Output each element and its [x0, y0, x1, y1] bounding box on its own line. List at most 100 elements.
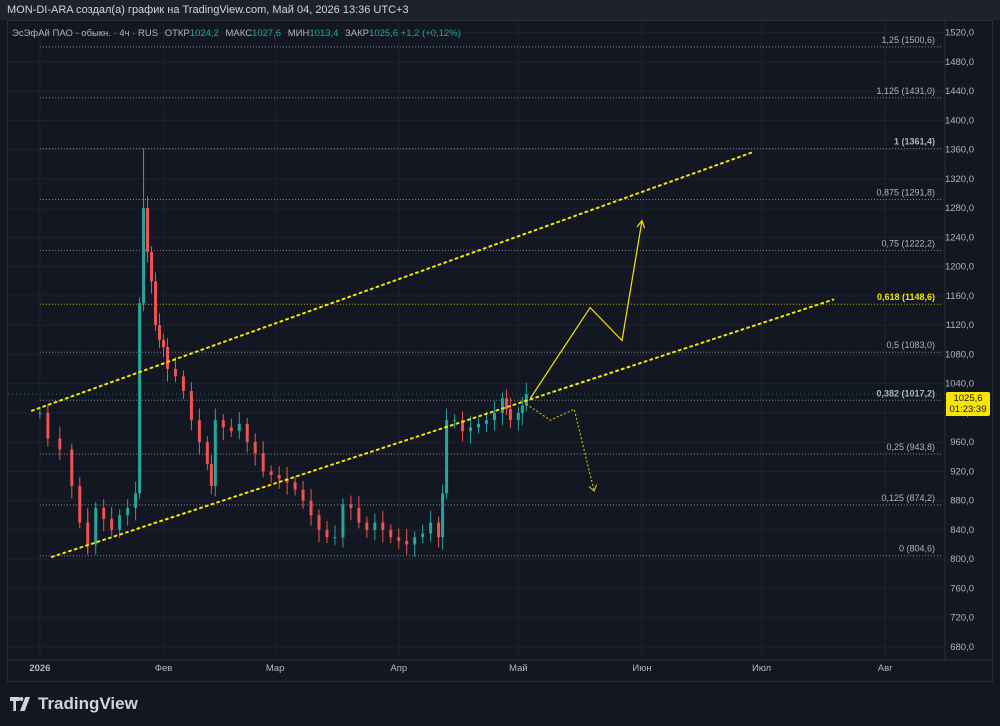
logo-text: TradingView	[38, 694, 138, 713]
candle-body	[441, 493, 445, 538]
attribution-text: MON-DI-ARA создал(а) график на TradingVi…	[7, 4, 409, 16]
candle-body	[373, 522, 377, 530]
fib-level-label: 0,25 (943,8)	[886, 442, 935, 452]
candle-body	[94, 507, 98, 545]
candle-body	[405, 540, 409, 545]
candle-body	[293, 482, 297, 490]
candle-body	[253, 442, 257, 454]
y-tick-label: 960,0	[950, 437, 974, 448]
candle-body	[413, 537, 417, 545]
candle-body	[445, 420, 449, 494]
candle-body	[516, 412, 520, 421]
y-tick-label: 1040,0	[945, 379, 974, 390]
x-tick-label: Мар	[266, 663, 285, 674]
change-value: +1,2 (+0,12%)	[400, 28, 461, 39]
candle-body	[213, 420, 217, 486]
chart-panel[interactable]	[7, 20, 993, 682]
candle-body	[165, 347, 169, 370]
candle-body	[341, 504, 345, 538]
y-tick-label: 1120,0	[946, 320, 974, 331]
high-value: 1027,6	[252, 28, 282, 39]
fib-level-label: 1,125 (1431,0)	[876, 86, 935, 96]
candle-body	[461, 420, 465, 432]
ohlc-legend: ЭсЭфАй ПАО - обыкн. · 4ч · RUS ОТКР1024,…	[12, 28, 461, 39]
fib-level-label: 0,75 (1222,2)	[881, 238, 935, 248]
low-label: МИН	[287, 28, 310, 39]
candle-body	[269, 471, 273, 476]
y-tick-label: 1320,0	[945, 174, 974, 185]
candle-body	[181, 376, 185, 391]
tradingview-logo[interactable]: TradingView	[10, 694, 138, 714]
fib-level-label: 0,875 (1291,8)	[876, 188, 935, 198]
candle-body	[309, 500, 313, 516]
chart-attribution-header: MON-DI-ARA создал(а) график на TradingVi…	[0, 0, 1000, 20]
fib-level-label: 0,382 (1017,2)	[876, 388, 935, 398]
candle-body	[484, 420, 488, 424]
candle-body	[209, 464, 213, 486]
fib-level-label: 0,125 (874,2)	[881, 493, 935, 503]
fib-level-label: 1 (1361,4)	[894, 137, 935, 147]
y-tick-label: 1480,0	[945, 57, 974, 68]
x-tick-label: Апр	[390, 663, 407, 674]
candle-body	[333, 537, 337, 539]
y-tick-label: 1200,0	[945, 262, 974, 273]
candle-body	[500, 398, 504, 413]
candle-body	[504, 398, 508, 410]
candle-body	[397, 537, 401, 541]
candle-body	[317, 515, 321, 530]
candle-body	[162, 339, 166, 348]
close-label: ЗАКР	[345, 28, 369, 39]
y-tick-label: 720,0	[950, 613, 974, 624]
bearish-scenario-path	[526, 403, 595, 492]
x-tick-label: Июн	[632, 663, 651, 674]
low-value: 1013,4	[309, 28, 339, 39]
y-tick-label: 1360,0	[945, 145, 974, 156]
candle-body	[78, 485, 82, 523]
candle-body	[429, 522, 433, 534]
y-tick-label: 1440,0	[945, 86, 974, 97]
candle-body	[38, 412, 42, 414]
candle-body	[110, 518, 114, 530]
bearish-arrowhead	[588, 484, 598, 493]
y-tick-label: 1240,0	[945, 232, 974, 243]
candle-body	[508, 409, 512, 421]
candle-body	[357, 507, 361, 523]
bullish-arrowhead	[636, 219, 646, 229]
candle-body	[520, 405, 524, 413]
candle-body	[158, 325, 162, 340]
tradingview-logo-icon	[10, 697, 30, 711]
candle-body	[381, 522, 385, 530]
candle-body	[197, 420, 201, 443]
x-tick-label: Июл	[752, 663, 771, 674]
channel-lower-line	[50, 298, 835, 558]
candle-body	[469, 427, 473, 432]
candle-body	[58, 438, 62, 450]
y-tick-label: 1160,0	[946, 291, 974, 302]
candle-body	[437, 522, 441, 538]
x-tick-label: Фев	[155, 663, 173, 674]
candle-body	[389, 529, 393, 538]
y-tick-label: 920,0	[950, 466, 974, 477]
y-tick-label: 880,0	[950, 496, 974, 507]
candle-body	[46, 412, 50, 439]
candle-body	[102, 507, 106, 519]
y-tick-label: 1400,0	[945, 115, 974, 126]
bar-countdown: 01:23:39	[949, 404, 987, 415]
candle-body	[173, 369, 177, 377]
symbol-name: ЭсЭфАй ПАО - обыкн. · 4ч · RUS	[12, 28, 159, 39]
candle-body	[476, 423, 480, 428]
y-tick-label: 1080,0	[945, 349, 974, 360]
x-tick-label: Авг	[878, 663, 893, 674]
candle-body	[261, 453, 265, 472]
candle-body	[277, 475, 281, 479]
fib-level-label: 0,618 (1148,6)	[877, 292, 935, 302]
y-tick-label: 800,0	[950, 554, 974, 565]
close-value: 1025,6	[369, 28, 399, 39]
y-tick-label: 1520,0	[945, 28, 974, 39]
candle-body	[237, 423, 241, 432]
candle-body	[134, 493, 138, 508]
candle-body	[245, 423, 249, 443]
open-value: 1024,2	[189, 28, 219, 39]
fib-level-label: 0,5 (1083,0)	[886, 340, 935, 350]
